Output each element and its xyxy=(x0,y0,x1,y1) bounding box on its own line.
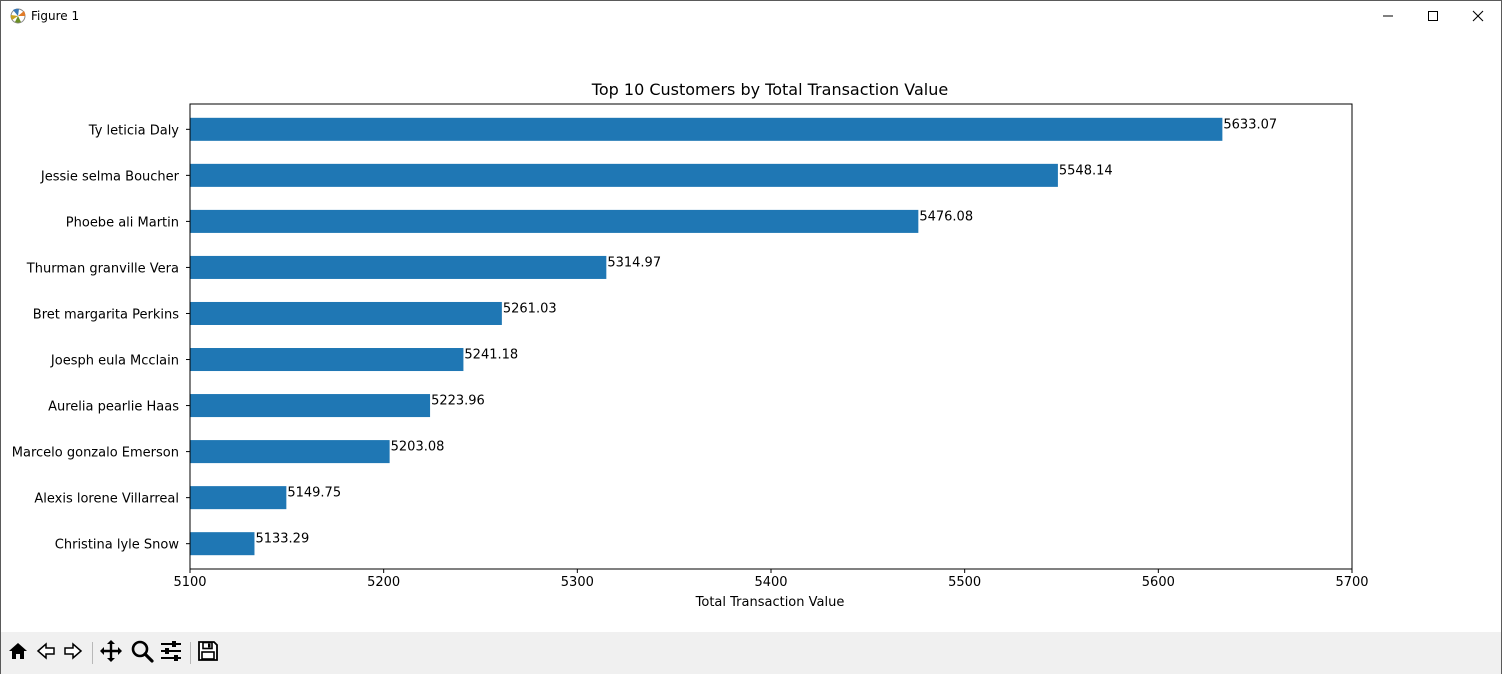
bar-value-label: 5261.03 xyxy=(503,301,557,316)
bar-value-label: 5149.75 xyxy=(287,486,341,501)
window-title: Figure 1 xyxy=(31,9,80,23)
y-tick-label: Bret margarita Perkins xyxy=(33,307,179,322)
bar-value-label: 5241.18 xyxy=(464,348,518,363)
y-tick-label: Thurman granville Vera xyxy=(26,261,179,276)
forward-arrow-icon xyxy=(62,640,84,666)
maximize-icon xyxy=(1427,10,1439,22)
x-axis-ticks: 5100 5200 5300 5400 5500 5600 5700 xyxy=(173,569,1369,590)
window-titlebar: Figure 1 xyxy=(1,1,1501,31)
y-tick-label: Ty leticia Daly xyxy=(88,123,180,138)
configure-subplots-button[interactable] xyxy=(158,640,184,666)
pan-icon xyxy=(99,639,123,667)
bar-value-label: 5633.07 xyxy=(1223,117,1277,132)
back-arrow-icon xyxy=(35,640,57,666)
value-labels-group: 5633.07 5548.14 5476.08 5314.97 5261.03 5241.… xyxy=(255,117,1277,546)
pan-button[interactable] xyxy=(98,640,124,666)
bar-value-label: 5223.96 xyxy=(431,394,485,409)
x-axis-label: Total Transaction Value xyxy=(695,595,845,610)
bar-value-label: 5548.14 xyxy=(1059,163,1113,178)
chart-title: Top 10 Customers by Total Transaction Va… xyxy=(591,80,948,99)
y-axis-ticks: Ty leticia Daly Jessie selma Boucher Phoeb… xyxy=(12,123,190,553)
zoom-button[interactable] xyxy=(129,640,155,666)
bar xyxy=(190,209,919,233)
home-icon xyxy=(7,640,29,666)
minimize-button[interactable] xyxy=(1365,1,1411,31)
bar xyxy=(190,394,431,418)
x-tick-label: 5400 xyxy=(754,575,787,590)
y-tick-label: Jessie selma Boucher xyxy=(40,169,180,184)
minimize-icon xyxy=(1382,10,1394,22)
x-tick-label: 5500 xyxy=(948,575,981,590)
bar xyxy=(190,255,607,279)
y-tick-label: Alexis lorene Villarreal xyxy=(34,492,179,507)
bars-group xyxy=(190,117,1223,556)
bar-value-label: 5314.97 xyxy=(607,255,661,270)
home-button[interactable] xyxy=(5,640,31,666)
y-tick-label: Aurelia pearlie Haas xyxy=(48,400,179,415)
x-tick-label: 5200 xyxy=(367,575,400,590)
bar-value-label: 5133.29 xyxy=(255,532,309,547)
save-button[interactable] xyxy=(195,640,221,666)
bar xyxy=(190,163,1058,187)
y-tick-label: Marcelo gonzalo Emerson xyxy=(12,446,179,461)
close-icon xyxy=(1472,10,1484,22)
x-tick-label: 5600 xyxy=(1142,575,1175,590)
bar xyxy=(190,532,255,556)
zoom-icon xyxy=(130,639,154,667)
figure-canvas[interactable]: Top 10 Customers by Total Transaction Va… xyxy=(1,31,1501,631)
maximize-button[interactable] xyxy=(1410,1,1456,31)
x-tick-label: 5300 xyxy=(561,575,594,590)
y-tick-label: Joesph eula Mcclain xyxy=(50,354,179,369)
save-icon xyxy=(197,640,219,666)
forward-button[interactable] xyxy=(60,640,86,666)
x-tick-label: 5100 xyxy=(173,575,206,590)
x-tick-label: 5700 xyxy=(1335,575,1368,590)
navigation-toolbar xyxy=(1,632,1501,674)
bar xyxy=(190,301,502,325)
bar xyxy=(190,440,390,464)
matplotlib-logo-icon xyxy=(9,7,27,25)
back-button[interactable] xyxy=(33,640,59,666)
bar-value-label: 5203.08 xyxy=(391,440,445,455)
bar-chart: Top 10 Customers by Total Transaction Va… xyxy=(12,80,1369,610)
toolbar-separator xyxy=(92,642,93,664)
configure-subplots-icon xyxy=(159,639,183,667)
close-button[interactable] xyxy=(1455,1,1501,31)
y-tick-label: Christina lyle Snow xyxy=(55,538,180,553)
bar xyxy=(190,348,464,372)
bar xyxy=(190,117,1223,141)
bar xyxy=(190,486,287,510)
y-tick-label: Phoebe ali Martin xyxy=(66,215,179,230)
bar-value-label: 5476.08 xyxy=(919,209,973,224)
axes-frame xyxy=(189,103,1353,570)
toolbar-separator xyxy=(190,642,191,664)
